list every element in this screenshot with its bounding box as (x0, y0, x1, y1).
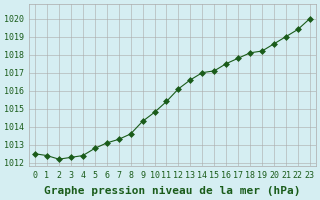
X-axis label: Graphe pression niveau de la mer (hPa): Graphe pression niveau de la mer (hPa) (44, 186, 301, 196)
